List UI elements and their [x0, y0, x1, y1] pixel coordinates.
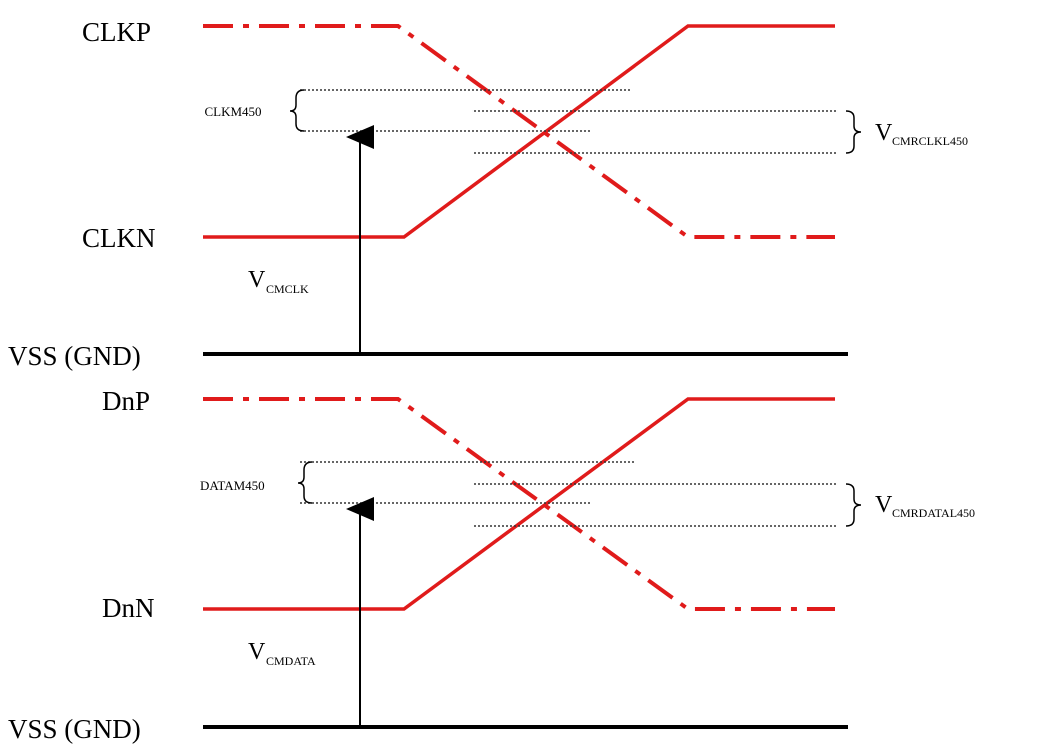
data-right-label-sub: CMRDATAL450: [892, 506, 975, 520]
dnp-label: DnP: [102, 386, 150, 416]
vss-bottom-label: VSS (GND): [8, 714, 141, 744]
clk-vcm-label-sub: CMCLK: [266, 282, 309, 296]
clock-section: CLKP CLKN VSS (GND) CLKM450 V CMRCLKL450…: [8, 17, 968, 371]
clkp-trace: [203, 24, 835, 239]
dnn-label: DnN: [102, 593, 155, 623]
data-vcm-label-sub: CMDATA: [266, 654, 316, 668]
data-section: DnP DnN VSS (GND) DATAM450 V CMRDATAL450…: [8, 386, 975, 744]
clk-left-brace: [289, 89, 305, 132]
data-right-label-main: V: [875, 492, 893, 518]
vss-top-label: VSS (GND): [8, 341, 141, 371]
clk-right-label-sub: CMRCLKL450: [892, 134, 968, 148]
dnn-trace: [203, 397, 835, 611]
clk-right-brace: [845, 110, 862, 154]
clkn-trace: [203, 24, 835, 239]
clkn-label: CLKN: [82, 223, 156, 253]
data-vcm-label-main: V: [248, 639, 266, 665]
data-right-brace: [845, 483, 862, 527]
clk-left-range-label: CLKM450: [198, 104, 262, 119]
dnp-trace: [203, 397, 835, 611]
clk-vcm-label-main: V: [248, 267, 266, 293]
data-left-brace: [297, 461, 313, 504]
data-left-range-label: DATAM450: [200, 478, 265, 493]
clkp-label: CLKP: [82, 17, 151, 47]
clk-right-label-main: V: [875, 120, 893, 146]
